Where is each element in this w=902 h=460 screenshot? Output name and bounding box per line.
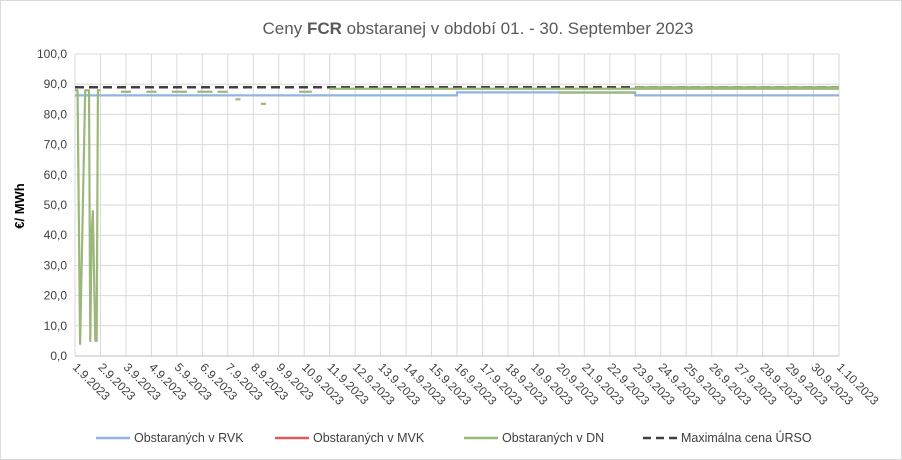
chart-title: Ceny FCR obstaranej v období 01. - 30. S… — [263, 19, 694, 38]
series-line-2 — [75, 89, 101, 346]
y-tick-label: 70,0 — [44, 138, 68, 152]
legend-label-0: Obstaraných v RVK — [134, 431, 244, 445]
y-tick-labels: 0,0 10,0 20,0 30,0 40,0 50,0 60,0 70,0 80,0 90,0 1… — [37, 47, 67, 363]
chart-title-bold: FCR — [307, 19, 342, 38]
chart-title-prefix: Ceny — [263, 19, 307, 38]
series-layer — [75, 85, 839, 346]
y-tick-label: 40,0 — [44, 228, 68, 242]
y-tick-label: 80,0 — [44, 107, 68, 121]
legend-label-1: Obstaraných v MVK — [313, 431, 425, 445]
y-tick-label: 30,0 — [44, 258, 68, 272]
x-gridlines — [74, 54, 840, 356]
y-tick-label: 10,0 — [44, 319, 68, 333]
y-tick-label: 90,0 — [44, 77, 68, 91]
y-tick-label: 60,0 — [44, 168, 68, 182]
y-tick-label: 50,0 — [44, 198, 68, 212]
legend: Obstaraných v RVK Obstaraných v MVK Obstar… — [96, 430, 812, 445]
series-line-0 — [75, 91, 839, 97]
chart-title-suffix: obstaranej v období 01. - 30. September … — [342, 19, 694, 38]
y-tick-label: 0,0 — [50, 349, 67, 363]
y-axis-label: €/ MWh — [12, 183, 27, 229]
y-tick-label: 100,0 — [37, 47, 67, 61]
legend-label-3: Maximálna cena ÚRSO — [681, 430, 812, 445]
legend-label-2: Obstaraných v DN — [502, 431, 604, 445]
y-tick-label: 20,0 — [44, 289, 68, 303]
